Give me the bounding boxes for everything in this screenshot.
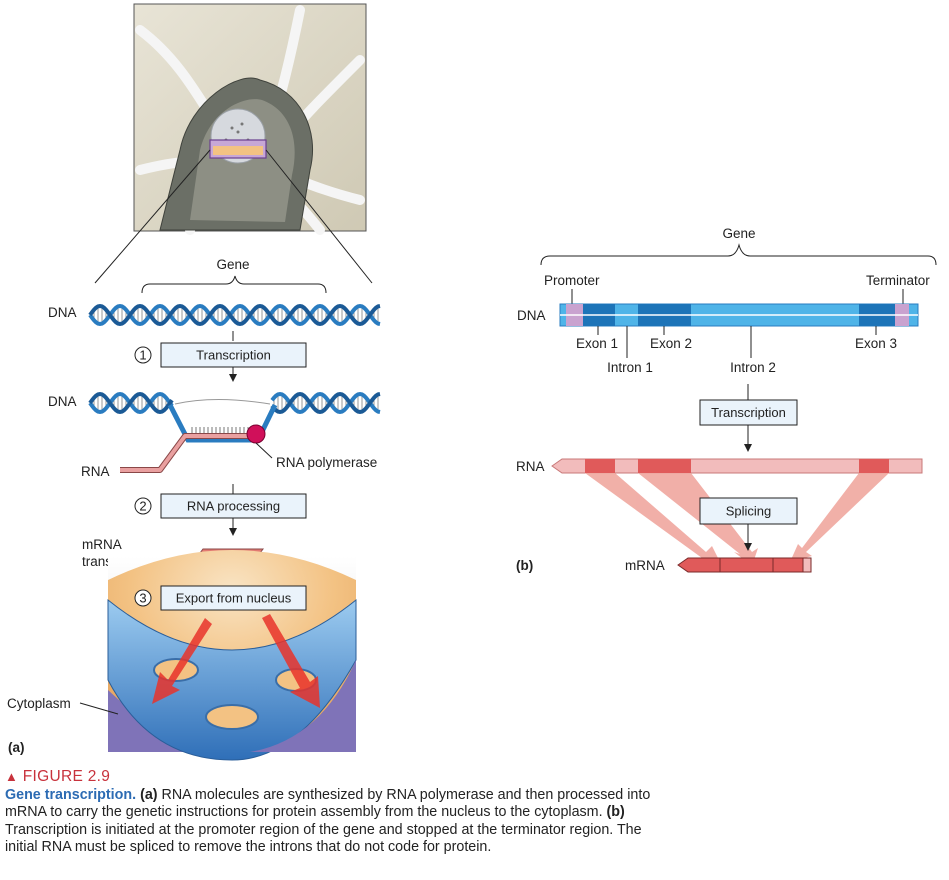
dna-label-1: DNA (48, 305, 77, 320)
terminator-label: Terminator (866, 273, 930, 288)
step-3-badge (134, 589, 152, 607)
step-2-number: 2 (139, 499, 146, 514)
mrna-label-b: mRNA (625, 558, 665, 573)
cytoplasm-region (108, 690, 200, 752)
transcription-box-b (699, 399, 798, 426)
rna-polymerase (246, 424, 266, 444)
mrna-label-a-line1: mRNA (82, 537, 122, 552)
transcription-box-a (160, 342, 307, 368)
zoom-line-left (94, 149, 211, 284)
caption-part-a: (a) (140, 786, 158, 803)
gene-brace-b (540, 243, 937, 266)
rna-exon3 (859, 459, 889, 473)
rna-exon1 (585, 459, 615, 473)
dna-helix-1 (88, 303, 381, 327)
rna-exon2 (638, 459, 691, 473)
splicing-label: Splicing (726, 504, 772, 519)
caption-part-b: (b) (606, 804, 625, 820)
caption-text-b: Transcription is initiated at the promot… (5, 821, 642, 856)
dna-label-b: DNA (517, 308, 546, 323)
splicing-arrows (585, 473, 889, 566)
export-arrow-right (262, 614, 320, 708)
intron1-label: Intron 1 (607, 360, 653, 375)
caption-heading: Gene transcription. (5, 786, 137, 803)
gene-brace-a (141, 275, 327, 294)
gene-transcription-figure: Gene DNA 1 Transcription DNA RNA polymer… (7, 3, 937, 761)
rna-polymerase-label: RNA polymerase (276, 455, 377, 470)
step-1-number: 1 (139, 348, 146, 363)
panel-a: Gene DNA 1 Transcription DNA RNA polymer… (7, 3, 381, 761)
dna-gene-map (559, 303, 919, 327)
rna-label-a: RNA (81, 464, 110, 479)
transcription-label-b: Transcription (711, 405, 786, 420)
triangle-icon: ▲ (5, 769, 19, 784)
transcription-label-a: Transcription (196, 348, 271, 363)
exon3-label: Exon 3 (855, 336, 897, 351)
nucleus-illustration (107, 550, 357, 761)
step-1-badge (134, 346, 152, 364)
rna-processing-label: RNA processing (187, 499, 280, 514)
nuclear-pore-3 (205, 704, 259, 730)
caption-text-a: RNA molecules are synthesized by RNA pol… (5, 786, 651, 821)
rna-label-b: RNA (516, 459, 545, 474)
zoom-line-right (265, 149, 373, 284)
rna-primary-transcript (551, 458, 923, 474)
gene-label-b: Gene (722, 226, 755, 241)
exon1-label: Exon 1 (576, 336, 618, 351)
panel-b: Gene Promoter Terminator DNA Exon 1 Exon… (516, 226, 937, 573)
step-3-number: 3 (139, 591, 146, 606)
panel-a-letter: (a) (8, 740, 25, 755)
figure-title: ▲ FIGURE 2.9 (5, 768, 665, 786)
nuclear-envelope (107, 598, 357, 761)
cytoplasm-label: Cytoplasm (7, 696, 71, 711)
rna-processing-box (160, 493, 307, 519)
caption-body: Gene transcription. (a) RNA molecules ar… (5, 787, 665, 857)
mrna-mature (677, 557, 812, 573)
rna-strand-a (120, 434, 255, 472)
export-arrow-left (152, 618, 212, 704)
export-box (160, 585, 307, 611)
exon2-label: Exon 2 (650, 336, 692, 351)
panel-b-letter: (b) (516, 558, 533, 573)
step-2-badge (134, 497, 152, 515)
gene-label-a: Gene (216, 257, 249, 272)
promoter-label: Promoter (544, 273, 600, 288)
dna-helix-2 (88, 391, 381, 415)
figure-number: FIGURE 2.9 (22, 768, 111, 785)
figure-caption: ▲ FIGURE 2.9 Gene transcription. (a) RNA… (5, 768, 665, 857)
neuron-illustration (133, 3, 367, 235)
export-label: Export from nucleus (176, 591, 292, 606)
intron2-label: Intron 2 (730, 360, 776, 375)
transcription-bubble (167, 403, 278, 443)
splicing-box (699, 497, 798, 525)
dna-label-2: DNA (48, 394, 77, 409)
